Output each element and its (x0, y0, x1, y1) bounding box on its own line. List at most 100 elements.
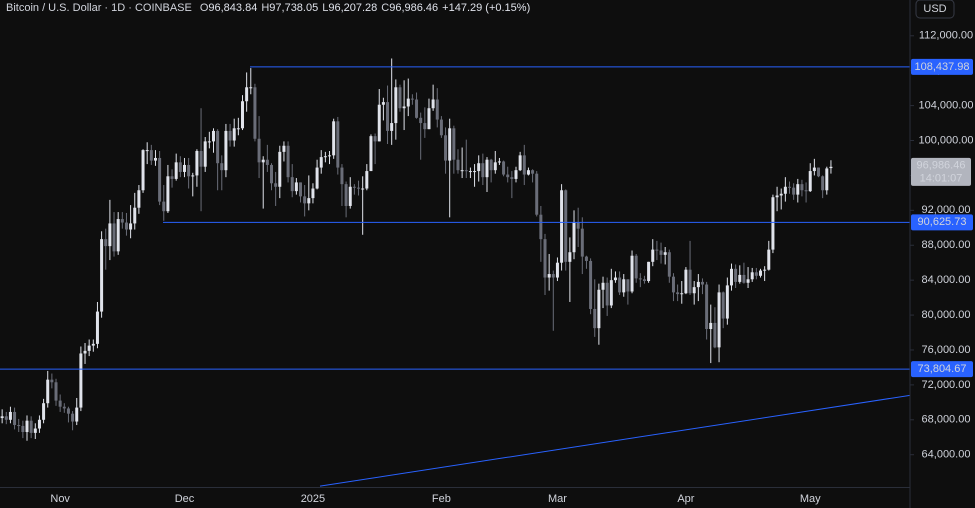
candle-body (129, 223, 133, 230)
candle-body (373, 136, 377, 142)
candle-body (249, 87, 253, 89)
candle-body (439, 119, 443, 136)
candle-body (203, 141, 207, 167)
candle-body (709, 322, 713, 330)
candle-body (796, 184, 800, 195)
candle-body (37, 419, 41, 429)
candle-body (4, 416, 8, 420)
currency-box[interactable] (915, 0, 955, 19)
candle-body (713, 322, 717, 348)
candle-body (817, 167, 821, 177)
candle-body (13, 411, 17, 426)
candle-body (775, 195, 779, 198)
candle-body (352, 186, 356, 188)
y-tick-label: 84,000.00 (922, 274, 971, 286)
candle-body (696, 281, 700, 288)
candle-body (746, 279, 750, 283)
y-tick-label: 112,000.00 (919, 30, 973, 42)
candle-body (667, 252, 671, 277)
candle-body (120, 219, 124, 223)
level-label-box (911, 361, 973, 378)
candle-body (551, 274, 555, 278)
candle-body (153, 157, 157, 161)
candle-body (514, 170, 518, 179)
candle-body (506, 174, 510, 178)
candle-body (680, 293, 684, 295)
candle-body (357, 187, 361, 189)
candle-body (406, 98, 410, 107)
candle-body (547, 274, 551, 278)
y-tick-label: 100,000.00 (918, 134, 973, 146)
candle-body (257, 138, 261, 163)
ohlc-key: C (381, 2, 389, 14)
candle-body (8, 411, 12, 420)
candle-body (178, 162, 182, 172)
candle-body (21, 425, 25, 433)
candle-body (605, 282, 609, 306)
candle-body (676, 292, 680, 295)
candle-body (555, 262, 559, 278)
candle-body (800, 184, 804, 191)
candle-body (415, 99, 419, 118)
candle-body (33, 428, 37, 433)
candle-body (282, 145, 286, 152)
candle-body (435, 99, 439, 120)
candle-body (688, 269, 692, 294)
x-tick-label: Nov (50, 493, 70, 505)
candle-body (58, 400, 62, 407)
candle-body (187, 164, 191, 177)
candle-body (361, 188, 365, 190)
candle-body (502, 161, 506, 175)
candle-body (75, 407, 79, 422)
y-tick-label: 64,000.00 (922, 449, 971, 461)
candle-body (767, 249, 771, 270)
candle-body (410, 98, 414, 100)
candle-body (622, 279, 626, 293)
candle-body (265, 159, 269, 165)
y-tick-label: 92,000.00 (922, 204, 971, 216)
candle-body (240, 101, 244, 129)
candle-body (642, 279, 646, 282)
candle-body (444, 135, 448, 161)
candle-body (108, 223, 112, 247)
candle-body (481, 163, 485, 178)
candle-body (216, 130, 220, 164)
candle-body (328, 155, 332, 157)
candle-body (518, 155, 522, 171)
ohlc-key: H (261, 2, 269, 14)
candle-body (535, 173, 539, 215)
candle-body (365, 171, 369, 189)
candle-body (133, 207, 137, 224)
candle-body (522, 155, 526, 175)
candle-body (651, 249, 655, 262)
y-tick-label: 72,000.00 (922, 379, 971, 391)
candle-body (145, 150, 149, 152)
overlay: 108,437.98 90,625.73 73,804.67 96,986.4614:… (911, 58, 973, 378)
candle-body (236, 128, 240, 130)
candle-body (419, 117, 423, 124)
ohlc-value: 96,207.28 (328, 2, 377, 14)
ohlc-value: 96,843.84 (208, 2, 257, 14)
candle-body (804, 190, 808, 192)
candle-body (792, 187, 796, 195)
y-tick-label: 104,000.00 (918, 100, 973, 112)
candle-body (199, 150, 203, 167)
candle-body (390, 123, 394, 131)
candle-body (83, 350, 87, 354)
level-label-box (911, 58, 973, 75)
candle-body (290, 177, 294, 192)
candle-body (303, 196, 307, 204)
candle-body (497, 161, 501, 163)
candle-body (427, 108, 431, 130)
candle-body (568, 252, 572, 262)
x-tick-label: Dec (175, 493, 195, 505)
y-tick-label: 80,000.00 (922, 309, 971, 321)
candle-body (381, 102, 385, 105)
candle-body (464, 170, 468, 172)
candle-body (634, 255, 638, 279)
candle-body (137, 190, 141, 208)
candle-body (377, 104, 381, 142)
level-label: 73,804.67 (918, 363, 967, 375)
candle-body (821, 176, 825, 191)
